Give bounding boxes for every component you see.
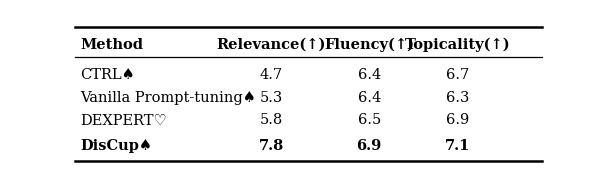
Text: Method: Method: [80, 38, 143, 52]
Text: DEXPERT♡: DEXPERT♡: [80, 113, 167, 127]
Text: 4.7: 4.7: [259, 68, 283, 82]
Text: Fluency(↑): Fluency(↑): [324, 37, 414, 52]
Text: 6.9: 6.9: [356, 139, 382, 153]
Text: CTRL♠: CTRL♠: [80, 68, 135, 82]
Text: 6.4: 6.4: [358, 68, 381, 82]
Text: 6.5: 6.5: [358, 113, 381, 127]
Text: 7.8: 7.8: [259, 139, 284, 153]
Text: 6.4: 6.4: [358, 91, 381, 105]
Text: 6.9: 6.9: [446, 113, 470, 127]
Text: DisCup♠: DisCup♠: [80, 139, 152, 153]
Text: 5.3: 5.3: [259, 91, 283, 105]
Text: 6.3: 6.3: [446, 91, 470, 105]
Text: 7.1: 7.1: [445, 139, 471, 153]
Text: Topicality(↑): Topicality(↑): [405, 37, 510, 52]
Text: 6.7: 6.7: [446, 68, 470, 82]
Text: Vanilla Prompt-tuning♠: Vanilla Prompt-tuning♠: [80, 91, 256, 105]
Text: 5.8: 5.8: [259, 113, 283, 127]
Text: Relevance(↑): Relevance(↑): [217, 38, 326, 52]
